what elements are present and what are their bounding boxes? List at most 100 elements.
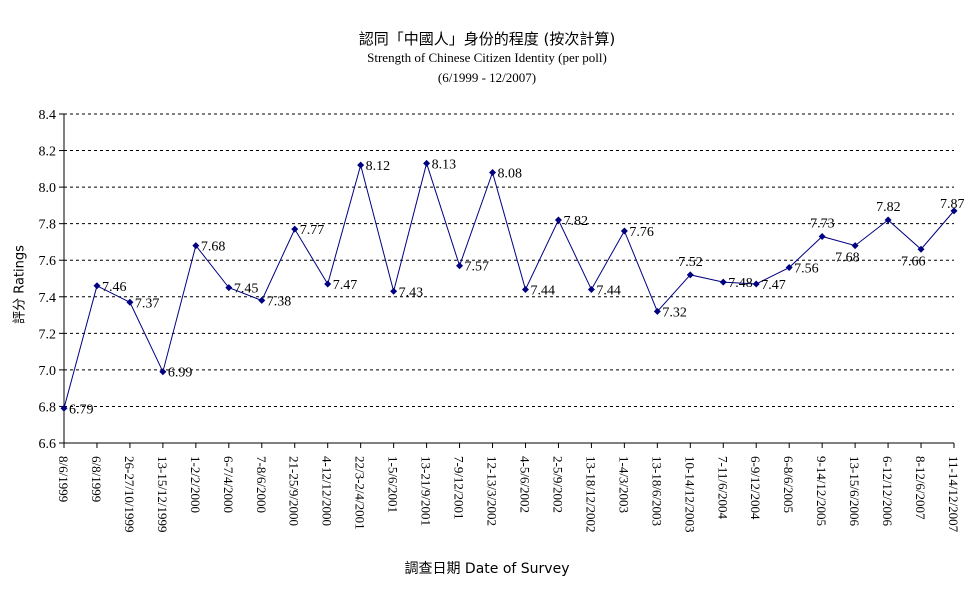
y-tick-label: 6.8: [39, 400, 57, 415]
data-label: 7.47: [761, 278, 786, 293]
data-label: 7.76: [629, 225, 654, 240]
x-tick-label: 8/6/1999: [56, 456, 71, 502]
x-tick-label: 26-27/10/1999: [122, 456, 137, 533]
data-label: 8.08: [498, 166, 523, 181]
data-label: 7.38: [267, 294, 292, 309]
data-label: 7.57: [465, 260, 490, 275]
y-tick-label: 7.4: [39, 291, 57, 306]
data-label: 7.46: [102, 280, 127, 295]
x-tick-label: 22/3-2/4/2001: [353, 456, 368, 530]
data-label: 7.45: [234, 282, 259, 297]
chart-date-range: (6/1999 - 12/2007): [437, 70, 537, 85]
data-point: [324, 280, 332, 288]
data-point: [159, 368, 167, 376]
data-point: [291, 225, 299, 233]
data-point: [818, 232, 826, 240]
x-tick-label: 6-12/12/2006: [880, 456, 895, 527]
x-tick-label: 7-11/6/2004: [715, 456, 730, 520]
y-axis-title: 評分 Ratings: [12, 245, 28, 324]
x-tick-label: 13-21/9/2001: [419, 456, 434, 526]
data-label: 6.79: [69, 402, 94, 417]
data-label: 7.37: [135, 296, 160, 311]
chart-title: 認同「中國人」身份的程度 (按次計算): [358, 30, 616, 48]
data-point: [357, 161, 365, 169]
data-point: [785, 264, 793, 272]
data-point: [93, 282, 101, 290]
x-tick-label: 1-4/3/2003: [616, 456, 631, 513]
data-label: 7.82: [563, 214, 588, 229]
x-tick-label: 13-15/6/2006: [847, 456, 862, 527]
x-tick-label: 13-18/6/2003: [649, 456, 664, 526]
y-tick-label: 8.2: [39, 145, 57, 160]
data-point: [225, 284, 233, 292]
x-axis-title: 調查日期 Date of Survey: [404, 561, 570, 577]
x-tick-label: 11-14/12/2007: [946, 456, 961, 533]
y-tick-label: 7.8: [39, 218, 57, 233]
data-label: 8.13: [432, 157, 457, 172]
data-point: [456, 262, 464, 270]
data-point: [719, 278, 727, 286]
data-label: 7.66: [901, 254, 926, 269]
x-tick-label: 9-14/12/2005: [814, 456, 829, 526]
chart-subtitle: Strength of Chinese Citizen Identity (pe…: [367, 50, 607, 65]
x-tick-label: 8-12/6/2007: [913, 456, 928, 520]
data-label: 7.87: [940, 197, 965, 212]
data-point: [752, 280, 760, 288]
data-point: [851, 242, 859, 250]
data-label: 7.52: [678, 255, 703, 270]
data-label: 7.73: [810, 216, 835, 231]
data-point: [686, 271, 694, 279]
data-point: [126, 298, 134, 306]
data-label: 7.44: [596, 283, 621, 298]
data-point: [521, 285, 529, 293]
data-label: 7.32: [662, 305, 687, 320]
x-tick-label: 2-5/9/2002: [550, 456, 565, 513]
data-label: 7.68: [201, 240, 226, 255]
x-tick-label: 1-5/6/2001: [386, 456, 401, 513]
x-tick-label: 7-8/6/2000: [254, 456, 269, 513]
data-label: 7.68: [835, 251, 860, 266]
data-label: 7.44: [530, 283, 555, 298]
data-point: [423, 159, 431, 167]
x-tick-label: 12-13/3/2002: [485, 456, 500, 526]
x-tick-label: 21-25/9/2000: [287, 456, 302, 526]
x-tick-label: 10-14/12/2003: [682, 456, 697, 533]
data-point: [60, 404, 68, 412]
data-point: [192, 242, 200, 250]
data-label: 7.56: [794, 262, 819, 277]
y-tick-label: 7.2: [39, 327, 57, 342]
x-tick-label: 7-9/12/2001: [452, 456, 467, 520]
data-point: [587, 285, 595, 293]
data-point: [950, 207, 958, 215]
data-label: 7.77: [300, 223, 325, 238]
y-tick-label: 8.0: [39, 181, 57, 196]
data-point: [258, 296, 266, 304]
data-label: 6.99: [168, 366, 193, 381]
data-label: 8.12: [366, 159, 391, 174]
data-point: [917, 245, 925, 253]
x-tick-label: 13-18/12/2002: [583, 456, 598, 533]
y-tick-label: 6.6: [39, 437, 57, 452]
data-label: 7.82: [876, 200, 901, 215]
x-tick-label: 6/8/1999: [89, 456, 104, 502]
data-label: 7.48: [728, 276, 753, 291]
x-tick-label: 1-2/2/2000: [188, 456, 203, 513]
x-tick-label: 13-15/12/1999: [155, 456, 170, 533]
data-label: 7.47: [333, 278, 358, 293]
y-tick-label: 7.6: [39, 254, 57, 269]
series-line: [63, 161, 955, 409]
data-point: [884, 216, 892, 224]
x-tick-label: 4-5/6/2002: [517, 456, 532, 513]
data-point: [390, 287, 398, 295]
data-point: [653, 307, 661, 315]
y-tick-label: 8.4: [39, 108, 57, 123]
x-tick-label: 6-7/4/2000: [221, 456, 236, 513]
data-point: [554, 216, 562, 224]
data-point: [489, 168, 497, 176]
y-tick-label: 7.0: [39, 364, 57, 379]
data-label: 7.43: [399, 285, 424, 300]
x-tick-label: 6-9/12/2004: [748, 456, 763, 520]
x-tick-label: 6-8/6/2005: [781, 456, 796, 513]
data-point: [620, 227, 628, 235]
